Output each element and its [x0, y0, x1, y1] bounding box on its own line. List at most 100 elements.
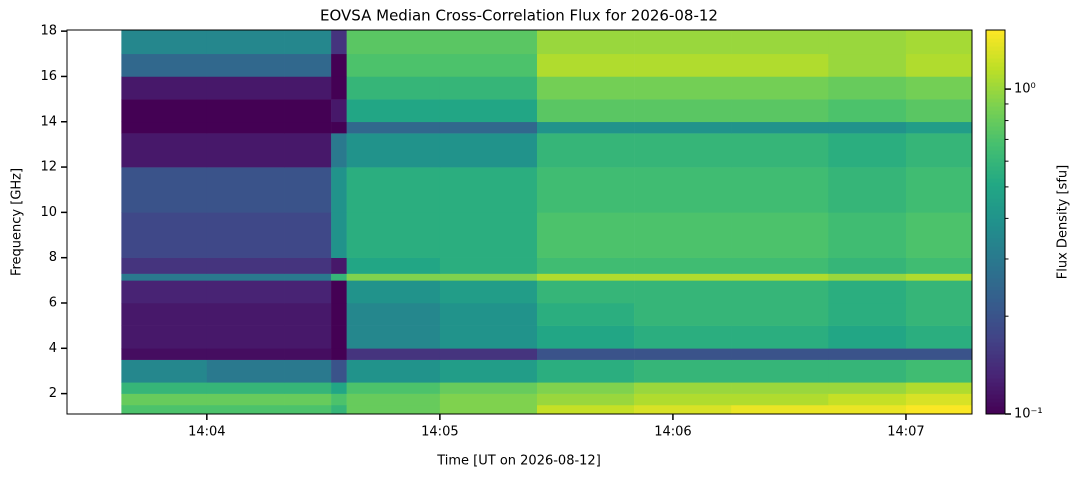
colorbar-strip [986, 106, 1005, 111]
heatmap-cell [331, 76, 347, 100]
heatmap-cell [439, 348, 538, 360]
heatmap-cell [439, 212, 538, 258]
heatmap-cell [439, 30, 538, 55]
heatmap-cell [439, 257, 538, 274]
y-tick-label: 6 [49, 295, 57, 310]
heatmap-cell [331, 302, 347, 326]
colorbar-strip [986, 314, 1005, 319]
heatmap-cell [536, 30, 635, 55]
heatmap-cell [905, 121, 973, 134]
heatmap-cell [828, 121, 907, 134]
heatmap-cell [121, 280, 208, 304]
colorbar-strip [986, 122, 1005, 127]
colorbar-strip [986, 138, 1005, 143]
heatmap-cell [731, 133, 829, 168]
heatmap-cell [828, 167, 907, 213]
heatmap-cell [346, 76, 441, 100]
plot-frame [66, 29, 973, 415]
heatmap-cell [536, 133, 635, 168]
y-tick-label: 8 [49, 250, 57, 265]
colorbar-strip [986, 350, 1005, 355]
heatmap-cell [121, 53, 208, 77]
colorbar-strip [986, 30, 1005, 35]
heatmap-cell [331, 99, 347, 123]
colorbar-strip [986, 82, 1005, 87]
colorbar-strip [986, 242, 1005, 247]
colorbar-strip [986, 158, 1005, 163]
heatmap-cell [284, 273, 332, 281]
colorbar-strip [986, 302, 1005, 307]
colorbar-strip [986, 246, 1005, 251]
colorbar-strip [986, 258, 1005, 263]
colorbar-strip [986, 146, 1005, 151]
colorbar-strip [986, 210, 1005, 215]
colorbar-strip [986, 298, 1005, 303]
colorbar-strip [986, 62, 1005, 67]
colorbar-strip [986, 90, 1005, 95]
heatmap-cell [905, 30, 973, 55]
y-tick-label: 14 [40, 114, 57, 129]
colorbar-label: Flux Density [sfu] [1056, 165, 1071, 279]
colorbar-strip [986, 382, 1005, 387]
heatmap-cell [439, 76, 538, 100]
heatmap-cell [731, 382, 829, 394]
heatmap-cell [905, 280, 973, 304]
heatmap-cell [634, 273, 732, 281]
heatmap-cell [634, 359, 732, 383]
colorbar-strip [986, 42, 1005, 47]
heatmap-cell [206, 382, 285, 394]
colorbar-strip [986, 46, 1005, 51]
x-tick-label: 14:04 [188, 425, 225, 440]
heatmap-cell [331, 212, 347, 258]
heatmap-cell [284, 76, 332, 100]
y-tick-label: 16 [40, 69, 57, 84]
colorbar-strip [986, 398, 1005, 403]
colorbar-strip [986, 102, 1005, 107]
heatmap-cell [331, 133, 347, 168]
heatmap-cell [346, 359, 441, 383]
heatmap-cell [284, 121, 332, 134]
colorbar-strip [986, 290, 1005, 295]
heatmap-cell [284, 302, 332, 326]
heatmap-cell [828, 273, 907, 281]
colorbar-strip [986, 150, 1005, 155]
heatmap-cell [536, 167, 635, 213]
colorbar-strip [986, 238, 1005, 243]
heatmap-cell [828, 30, 907, 55]
heatmap-cell [331, 257, 347, 274]
heatmap-cell [828, 280, 907, 304]
colorbar-strip [986, 178, 1005, 183]
heatmap-cell [905, 393, 973, 406]
colorbar-strip [986, 294, 1005, 299]
heatmap-cell [634, 167, 732, 213]
colorbar-strip [986, 38, 1005, 43]
heatmap-cell [346, 212, 441, 258]
heatmap-cell [634, 212, 732, 258]
heatmap-cell [121, 167, 208, 213]
heatmap-cell [634, 133, 732, 168]
heatmap-cell [439, 167, 538, 213]
heatmap-cell [828, 325, 907, 349]
colorbar-strip [986, 282, 1005, 287]
heatmap-cell [536, 404, 635, 415]
x-tick-label: 14:05 [421, 425, 458, 440]
heatmap-cell [634, 382, 732, 394]
colorbar-strip [986, 306, 1005, 311]
heatmap-cell [731, 348, 829, 360]
heatmap-cell [206, 257, 285, 274]
colorbar-strip [986, 318, 1005, 323]
colorbar-strip [986, 94, 1005, 99]
colorbar-strip [986, 310, 1005, 315]
heatmap-cell [121, 76, 208, 100]
colorbar-strip [986, 230, 1005, 235]
colorbar-strip [986, 70, 1005, 75]
heatmap-cell [206, 404, 285, 415]
heatmap-cell [121, 121, 208, 134]
heatmap-cell [331, 167, 347, 213]
heatmap-cell [828, 302, 907, 326]
heatmap-cell [828, 257, 907, 274]
heatmap-cell [331, 348, 347, 360]
colorbar-strip [986, 390, 1005, 395]
heatmap-cell [634, 404, 732, 415]
heatmap-cell [331, 121, 347, 134]
